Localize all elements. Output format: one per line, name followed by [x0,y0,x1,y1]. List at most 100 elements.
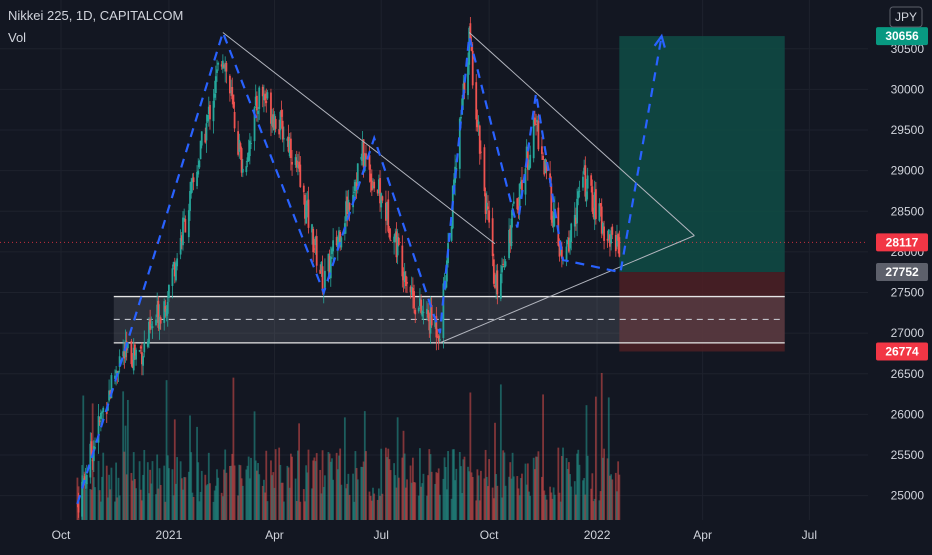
candle-body [591,186,594,212]
candle-body [288,140,291,157]
volume-bar [263,479,265,520]
volume-bar [224,449,227,520]
descending-trendline-1[interactable] [222,32,496,245]
volume-bar [109,489,112,520]
candle-body [379,177,381,204]
x-tick-label: Oct [52,528,71,542]
candle-body [560,246,563,259]
long-position-profit-zone[interactable] [619,36,785,273]
ascending-trendline[interactable] [439,235,695,344]
candle-body [347,199,350,213]
candle-body [437,335,440,342]
volume-bar [553,494,556,520]
candle-body [434,320,437,327]
volume-bar [542,394,544,520]
candle-body [536,119,539,123]
volume-bar [302,489,305,520]
candle-body [551,215,554,223]
candle-body [397,237,400,245]
candle-body [484,193,487,214]
volume-bar [516,476,519,520]
candle-body [393,236,396,243]
volume-bar [221,496,224,520]
candle-body [189,191,191,211]
candle-body [460,116,462,119]
candle-body [258,87,261,109]
volume-bar [289,453,292,520]
volume-bar [469,392,472,520]
candle-body [263,94,265,101]
volume-bar [565,458,568,520]
volume-bar [328,453,331,520]
volume-bar [519,478,522,520]
candle-body [278,129,281,135]
candle-body [435,316,438,338]
candle-body [458,118,461,169]
y-tick-label: 30500 [891,42,925,56]
volume-bar [529,495,532,520]
candle-body [214,76,217,94]
candle-body [184,219,187,233]
x-tick-label: Apr [265,528,284,542]
volume-bar [496,485,499,520]
volume-bar [598,500,601,520]
volume-bar [175,483,177,520]
candle-body [338,230,340,242]
volume-bar [430,471,433,520]
projection-path[interactable] [76,29,663,505]
volume-bar [248,478,251,520]
volume-bar [593,498,596,520]
volume-bar [582,480,584,520]
volume-bar [115,462,118,520]
volume-bar [471,476,474,520]
volume-bar [280,482,283,520]
volume-bar [611,479,614,520]
candle-body [172,261,175,267]
candle-body [139,346,142,349]
candle-body [245,166,248,173]
volume-bar [606,458,609,520]
volume-bar [578,464,581,520]
candle-body [126,342,129,349]
volume-bar [315,453,318,520]
projection-arrow-head [653,33,666,48]
candle-body [150,324,153,326]
volume-bar [141,500,143,520]
volume-bar [594,396,597,520]
volume-bar [549,486,552,520]
candle-body [319,269,322,274]
volume-bar [213,490,216,520]
currency-box[interactable] [889,6,923,28]
volume-bar [204,474,207,520]
candle-body [233,111,236,129]
price-tag-last-label: 28117 [886,235,919,249]
volume-bar [231,453,234,520]
candle-body [270,92,272,124]
volume-bar [321,450,324,520]
candle-body [403,271,406,283]
volume-bar [413,482,415,520]
volume-bar [518,495,521,520]
candle-body [165,308,168,316]
y-tick-label: 28500 [891,204,925,218]
volume-bar [356,479,359,520]
descending-trendline-2[interactable] [468,32,695,236]
volume-bar [483,478,486,520]
volume-bar [157,488,160,520]
volume-bar [346,483,349,520]
candle-body [356,163,359,184]
volume-bar [266,501,269,520]
volume-bar [376,499,379,520]
volume-bar [573,481,576,520]
volume-bar [503,452,506,520]
candle-body [239,143,242,150]
volume-bar [270,460,272,520]
candle-body [332,240,335,252]
price-tag-target-label: 30656 [885,29,919,43]
long-position-loss-zone[interactable] [619,272,785,352]
volume-bar [363,411,366,520]
volume-bar [98,490,101,520]
candle-body [108,390,110,401]
